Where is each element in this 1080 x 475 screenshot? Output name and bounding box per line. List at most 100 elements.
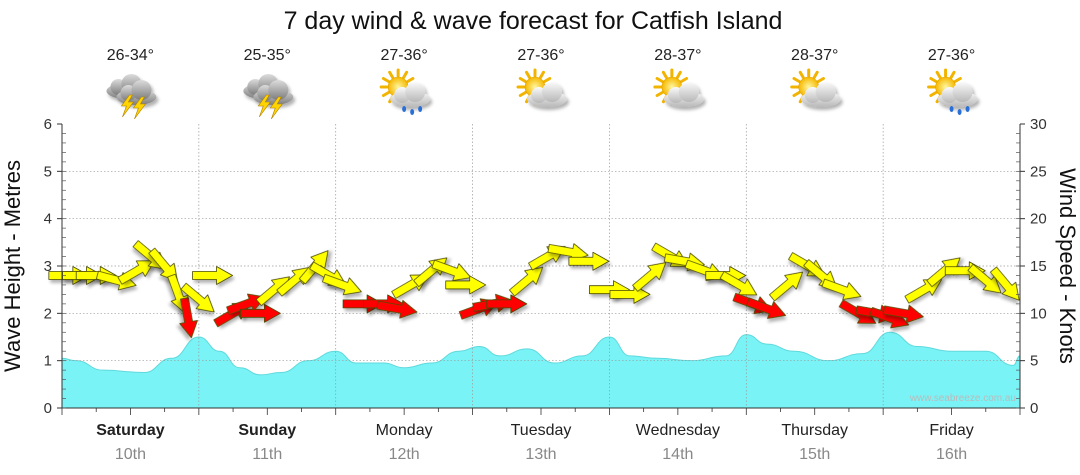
sun-ray (661, 70, 668, 79)
cloud-shape (937, 82, 978, 107)
left-tick-label: 4 (44, 211, 52, 228)
wind-arrow (746, 297, 787, 319)
left-tick-label: 2 (44, 305, 52, 322)
cloud-puff (268, 80, 289, 100)
wind-arrow (486, 294, 528, 314)
day-label: Thursday (781, 422, 848, 439)
temp-range-label: 27-36° (380, 47, 427, 64)
right-tick-label: 20 (1030, 211, 1047, 228)
right-tick-label: 5 (1030, 353, 1038, 370)
temp-range-label: 27-36° (928, 47, 975, 64)
cloud-puff (131, 80, 152, 100)
wave-layer (61, 331, 1021, 408)
wind-arrows-layer (48, 240, 1020, 339)
rain-drop (418, 106, 423, 112)
cloud-puff (405, 82, 426, 102)
date-label: 11th (252, 446, 282, 463)
cloud-puff (815, 82, 836, 102)
sun-ray (953, 77, 962, 83)
sun-cloud-icon (516, 68, 567, 107)
sun-cloud-rain-icon (379, 68, 431, 115)
credit-label: www.seabreeze.com.au (909, 393, 1016, 404)
cloud-shape (527, 82, 567, 107)
day-header-row: 26-34° 25-35° 27-36° 27-36° 28-37° 28-37° 27-3… (106, 47, 978, 120)
sun-ray (543, 77, 552, 83)
wind-arrow (342, 294, 384, 314)
day-label: Tuesday (511, 422, 572, 439)
right-tick-label: 15 (1030, 258, 1047, 275)
sun-ray (518, 77, 527, 83)
sun-ray (798, 70, 805, 79)
wind-arrow (376, 300, 418, 319)
temp-range-label: 28-37° (654, 47, 701, 64)
left-axis-label: Wave Height - Metres (0, 160, 25, 372)
sun-ray (679, 77, 689, 83)
lightning-bolt (132, 96, 147, 120)
sun-cloud-icon (653, 68, 704, 107)
sun-ray (406, 77, 415, 83)
left-tick-label: 3 (44, 258, 52, 275)
cloud-puff (542, 82, 562, 102)
sun-ray (812, 70, 819, 79)
wind-arrow (192, 266, 233, 285)
wave-height-area (62, 332, 1020, 408)
cloud-shape (390, 82, 431, 107)
wind-arrow (445, 275, 487, 295)
rain-drop (402, 106, 407, 112)
sun-cloud-rain-icon (927, 68, 978, 115)
day-footer-row: Saturday 10th Sunday 11th Monday 12th Tuesday 1… (96, 422, 974, 463)
wind-arrow (180, 282, 215, 313)
day-label: Saturday (96, 422, 165, 439)
left-tick-label: 1 (44, 353, 52, 370)
cloud-puff (952, 82, 973, 102)
left-tick-label: 0 (44, 400, 52, 417)
temp-range-label: 27-36° (517, 47, 564, 64)
right-tick-label: 30 (1030, 116, 1047, 133)
thunderstorm-icon (243, 74, 294, 120)
wind-arrow (769, 271, 804, 302)
right-tick-label: 25 (1030, 163, 1047, 180)
sun-ray (381, 91, 391, 97)
wind-arrow (632, 262, 667, 292)
axes-layer: 0 1 2 3 4 5 6 0 5 10 15 20 25 30 (44, 116, 1047, 417)
date-label: 15th (799, 446, 830, 463)
sun-ray (792, 91, 801, 97)
wind-arrow (967, 263, 1002, 294)
sun-ray (929, 77, 938, 83)
sun-ray (402, 70, 409, 79)
date-label: 14th (662, 446, 693, 463)
wind-arrow (431, 259, 472, 281)
sun-cloud-icon (790, 68, 841, 107)
day-label: Monday (376, 422, 433, 439)
left-tick-label: 6 (44, 116, 52, 133)
sun-ray (792, 77, 801, 83)
wind-arrow (989, 266, 1020, 301)
sun-ray (655, 77, 664, 83)
wind-arrow (719, 271, 758, 296)
date-label: 16th (936, 446, 967, 463)
lightning-bolt (269, 96, 283, 120)
day-label: Sunday (238, 422, 296, 439)
sun-ray (929, 91, 938, 97)
temp-range-label: 25-35° (244, 47, 291, 64)
right-tick-label: 0 (1030, 400, 1038, 417)
sun-ray (388, 70, 395, 79)
lightning-bolt (257, 94, 271, 118)
rain-drop (410, 109, 415, 115)
cloud-shape (663, 82, 704, 107)
right-axis-label: Wind Speed - Knots (1055, 168, 1080, 364)
rain-drop (949, 106, 954, 112)
sun-ray (816, 77, 825, 83)
wind-arrow (882, 304, 924, 324)
wind-arrow (240, 303, 281, 323)
chart-title: 7 day wind & wave forecast for Catfish I… (284, 7, 783, 35)
wind-arrow (821, 278, 862, 300)
left-tick-label: 5 (44, 163, 52, 180)
date-label: 10th (115, 446, 146, 463)
date-label: 12th (389, 446, 420, 463)
thunderstorm-icon (106, 74, 157, 120)
sun-ray (525, 70, 531, 79)
sun-ray (518, 91, 527, 97)
date-label: 13th (525, 446, 556, 463)
